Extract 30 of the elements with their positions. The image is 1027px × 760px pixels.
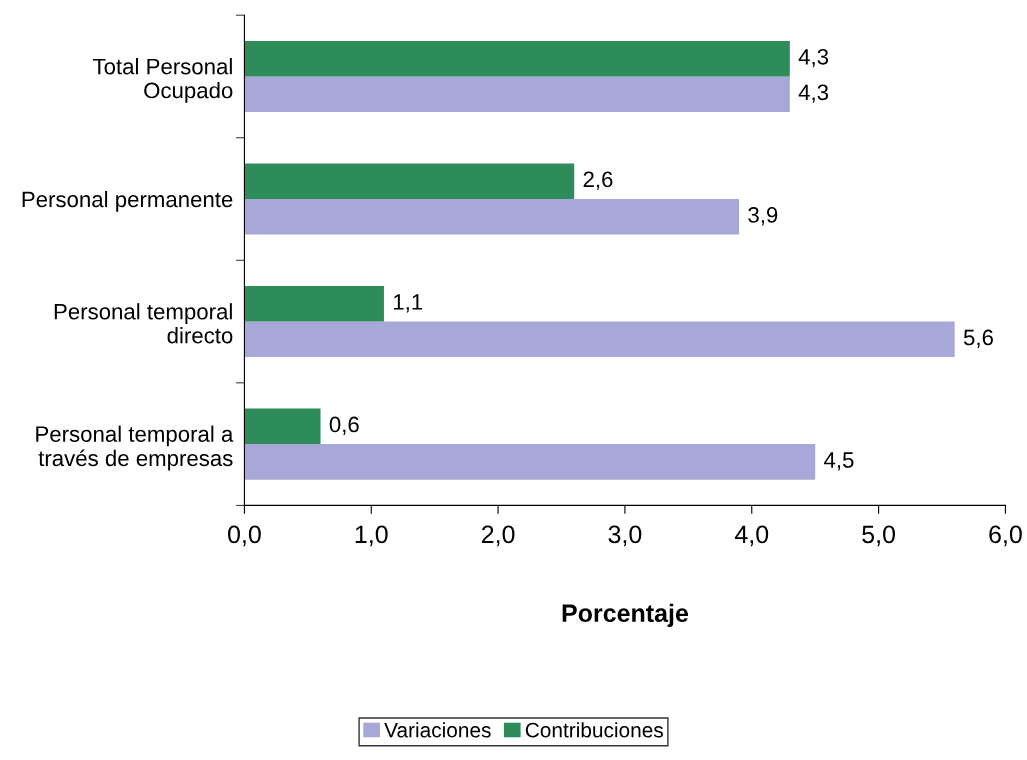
data-label: 4,5 [824,452,854,471]
bar [244,40,790,77]
bar [244,321,955,358]
data-label: 0,6 [329,416,359,435]
y-tick-label: Total Personal Ocupado [93,58,233,103]
legend-label: Variaciones [384,722,491,738]
x-tick-label: 5,0 [862,525,895,547]
x-tick-label: 4,0 [734,525,769,547]
y-tick-label: Personal temporal a través de empresas [36,425,234,471]
bar [244,286,384,322]
x-axis-title: Porcentaje [562,603,688,628]
data-label: 4,3 [798,48,829,68]
bar [244,76,790,113]
data-label: 4,3 [798,84,829,103]
x-tick-label: 3,0 [608,525,642,547]
x-tick-label: 2,0 [481,525,515,547]
y-tick-label: Personal temporal directo [54,303,233,344]
x-tick-label: 0,0 [228,525,261,547]
data-label: 2,6 [583,171,613,190]
x-tick-label: 1,0 [355,525,388,547]
bar [244,199,740,235]
data-label: 5,6 [963,329,993,348]
y-tick-label: Personal permanente [22,190,233,212]
data-label: 3,9 [748,207,778,226]
bar [244,444,816,480]
data-label: 1,1 [393,294,423,313]
legend-label: Contribuciones [525,722,663,738]
x-tick-label: 6,0 [989,525,1022,547]
bar [244,408,321,445]
bar [244,163,575,200]
